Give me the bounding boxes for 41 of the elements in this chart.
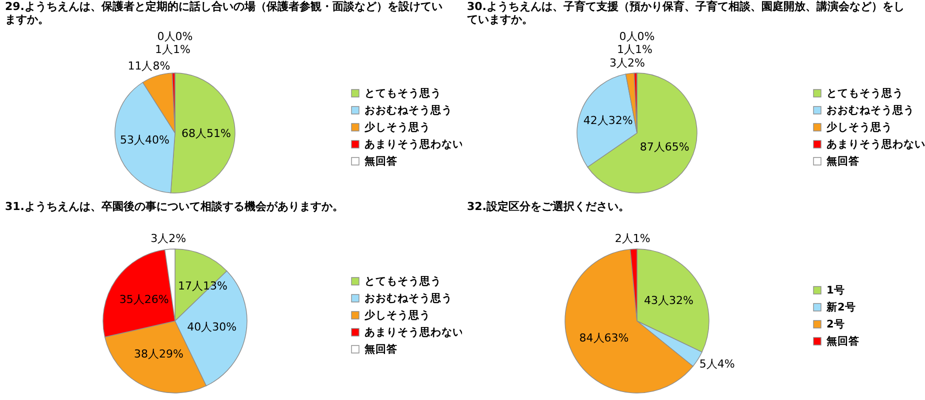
legend-label: おおむねそう思う bbox=[364, 104, 452, 116]
legend-label: 無回答 bbox=[364, 342, 398, 356]
data-label: 2人1% bbox=[614, 232, 650, 246]
chart-title: 32.設定区分をご選択ください。 bbox=[467, 200, 630, 213]
legend-label: 少しそう思う bbox=[826, 120, 892, 134]
data-label: 3人2% bbox=[610, 56, 645, 70]
legend-label: あまりそう思わない bbox=[364, 138, 464, 150]
legend-label: とてもそう思う bbox=[826, 87, 904, 100]
legend-label: あまりそう思わない bbox=[826, 138, 925, 150]
text: 0人0% bbox=[619, 30, 655, 43]
legend-label: おおむねそう思う bbox=[364, 292, 452, 304]
data-label: 40人30% bbox=[187, 320, 237, 334]
legend-label: 少しそう思う bbox=[364, 120, 430, 134]
data-label: 5人4% bbox=[699, 358, 735, 371]
chart-title: 31.ようちえんは、卒園後の事について相談する機会がありますか。 bbox=[5, 200, 344, 213]
legend-label: 少しそう思う bbox=[364, 308, 430, 322]
legend-label: あまりそう思わない bbox=[364, 326, 464, 338]
data-label: 1人1% bbox=[155, 43, 190, 56]
chart-title: 29.ようちえんは、保護者と定期的に話し合いの場（保護者参観・面談など）を設けていますか。 bbox=[5, 0, 442, 26]
legend-label: 無回答 bbox=[826, 154, 860, 168]
data-label: 11人8% bbox=[128, 59, 170, 72]
data-label: 3人2% bbox=[150, 232, 186, 246]
legend-label: 1号 bbox=[826, 284, 845, 296]
legend-label: 無回答 bbox=[826, 334, 860, 348]
data-label: 84人63% bbox=[579, 332, 629, 345]
data-label: 42人32% bbox=[583, 114, 633, 128]
data-label: 38人29% bbox=[134, 348, 184, 361]
data-label: 68人51% bbox=[181, 127, 231, 140]
data-label: 87人65% bbox=[640, 140, 690, 154]
data-label: 1人1% bbox=[617, 43, 652, 56]
legend-label: 無回答 bbox=[364, 154, 398, 168]
legend-label: とてもそう思う bbox=[364, 275, 442, 288]
data-label: 53人40% bbox=[120, 134, 170, 147]
legend-label: おおむねそう思う bbox=[826, 104, 914, 116]
text: 0人0% bbox=[157, 30, 193, 43]
legend-label: 新2号 bbox=[826, 300, 856, 314]
legend-label: 2号 bbox=[826, 318, 845, 330]
data-label: 35人26% bbox=[119, 292, 169, 306]
chart-title: 30.ようちえんは、子育て支援（預かり保育、子育て相談、園庭開放、講演会など）をしていますか。 bbox=[467, 0, 904, 26]
data-label: 43人32% bbox=[644, 294, 694, 308]
legend-label: とてもそう思う bbox=[364, 87, 442, 100]
